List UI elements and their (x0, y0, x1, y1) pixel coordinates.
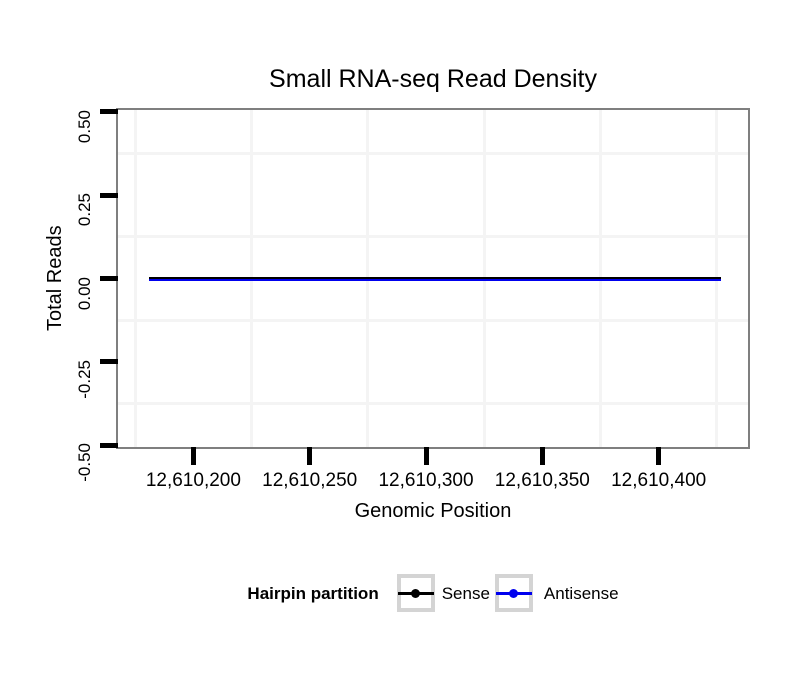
x-axis-title: Genomic Position (354, 500, 512, 522)
y-minor-gridline (118, 235, 748, 239)
y-tick-label: 0.25 (75, 193, 94, 227)
legend-label-sense: Sense (441, 583, 490, 603)
y-minor-gridline (118, 151, 748, 155)
legend-key-antisense (494, 574, 533, 612)
plot-panel (116, 108, 750, 449)
x-tick-mark (539, 447, 545, 465)
legend: Hairpin partition Sense Antisense (118, 570, 748, 616)
sense-line (149, 276, 722, 279)
y-tick-label: -0.25 (75, 359, 94, 399)
x-tick-label: 12,610,350 (494, 470, 590, 491)
x-tick-mark (190, 447, 196, 465)
y-minor-gridline (118, 318, 748, 322)
y-tick-label: -0.50 (75, 443, 94, 483)
x-minor-gridline (133, 110, 137, 447)
legend-title: Hairpin partition (247, 583, 379, 603)
y-minor-gridline (118, 402, 748, 406)
y-tick-label: 0.50 (75, 109, 94, 143)
x-tick-label: 12,610,200 (145, 470, 241, 491)
sense-key-dot-icon (411, 588, 421, 598)
x-tick-label: 12,610,250 (262, 470, 358, 491)
antisense-key-dot-icon (509, 588, 519, 598)
y-tick-mark (100, 442, 118, 448)
legend-key-sense (396, 574, 435, 612)
y-tick-label: 0.00 (75, 276, 94, 310)
x-tick-label: 12,610,300 (378, 470, 474, 491)
antisense-line (149, 276, 722, 281)
y-tick-mark (100, 276, 118, 281)
x-tick-mark (423, 447, 429, 465)
x-tick-mark (656, 447, 662, 465)
y-axis-title: Total Reads (44, 225, 66, 332)
x-tick-label: 12,610,400 (611, 470, 707, 491)
y-tick-mark (100, 109, 118, 114)
legend-label-antisense: Antisense (543, 583, 619, 603)
chart-title: Small RNA-seq Read Density (269, 65, 597, 93)
y-tick-mark (100, 359, 118, 365)
y-tick-mark (100, 192, 118, 198)
x-tick-mark (307, 447, 313, 465)
